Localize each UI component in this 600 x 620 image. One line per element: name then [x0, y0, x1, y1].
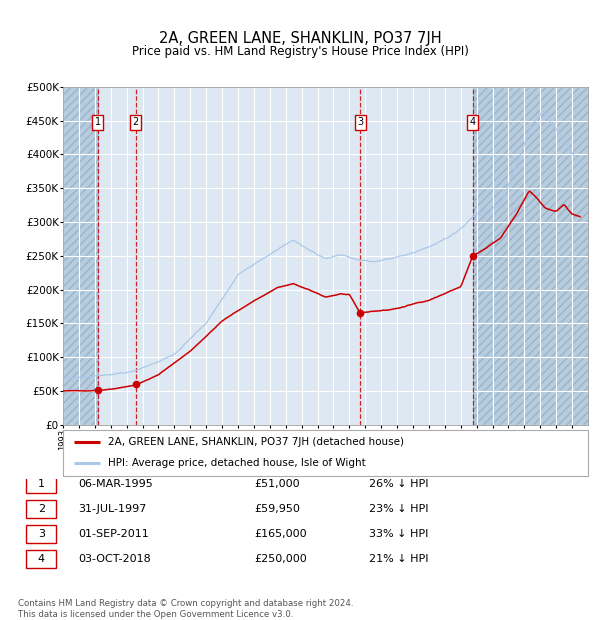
Text: 2A, GREEN LANE, SHANKLIN, PO37 7JH (detached house): 2A, GREEN LANE, SHANKLIN, PO37 7JH (deta… [107, 437, 404, 447]
Bar [136, 87, 360, 425]
Text: 33% ↓ HPI: 33% ↓ HPI [369, 529, 428, 539]
Text: £51,000: £51,000 [254, 479, 299, 489]
Bar [63, 87, 98, 425]
Text: Price paid vs. HM Land Registry's House Price Index (HPI): Price paid vs. HM Land Registry's House … [131, 45, 469, 58]
Text: 06-MAR-1995: 06-MAR-1995 [78, 479, 153, 489]
Text: 3: 3 [38, 529, 45, 539]
Text: 26% ↓ HPI: 26% ↓ HPI [369, 479, 428, 489]
Text: £59,950: £59,950 [254, 504, 300, 514]
FancyBboxPatch shape [26, 525, 56, 543]
Bar [473, 87, 588, 425]
FancyBboxPatch shape [26, 476, 56, 493]
Text: 2A, GREEN LANE, SHANKLIN, PO37 7JH: 2A, GREEN LANE, SHANKLIN, PO37 7JH [158, 31, 442, 46]
Bar [98, 87, 136, 425]
Text: 1: 1 [38, 479, 45, 489]
Bar [63, 87, 98, 425]
Text: 4: 4 [38, 554, 45, 564]
Text: HPI: Average price, detached house, Isle of Wight: HPI: Average price, detached house, Isle… [107, 458, 365, 467]
Text: 21% ↓ HPI: 21% ↓ HPI [369, 554, 428, 564]
Text: 2: 2 [38, 504, 45, 514]
Text: 23% ↓ HPI: 23% ↓ HPI [369, 504, 428, 514]
Text: 4: 4 [470, 117, 476, 127]
Text: £165,000: £165,000 [254, 529, 307, 539]
Bar [473, 87, 588, 425]
Bar [360, 87, 473, 425]
FancyBboxPatch shape [26, 500, 56, 518]
Text: 1: 1 [94, 117, 101, 127]
Text: 3: 3 [357, 117, 363, 127]
FancyBboxPatch shape [26, 551, 56, 568]
Text: 01-SEP-2011: 01-SEP-2011 [78, 529, 149, 539]
Text: 31-JUL-1997: 31-JUL-1997 [78, 504, 146, 514]
FancyBboxPatch shape [63, 430, 588, 476]
Text: £250,000: £250,000 [254, 554, 307, 564]
Text: 03-OCT-2018: 03-OCT-2018 [78, 554, 151, 564]
Text: 2: 2 [133, 117, 139, 127]
Text: Contains HM Land Registry data © Crown copyright and database right 2024.
This d: Contains HM Land Registry data © Crown c… [18, 600, 353, 619]
